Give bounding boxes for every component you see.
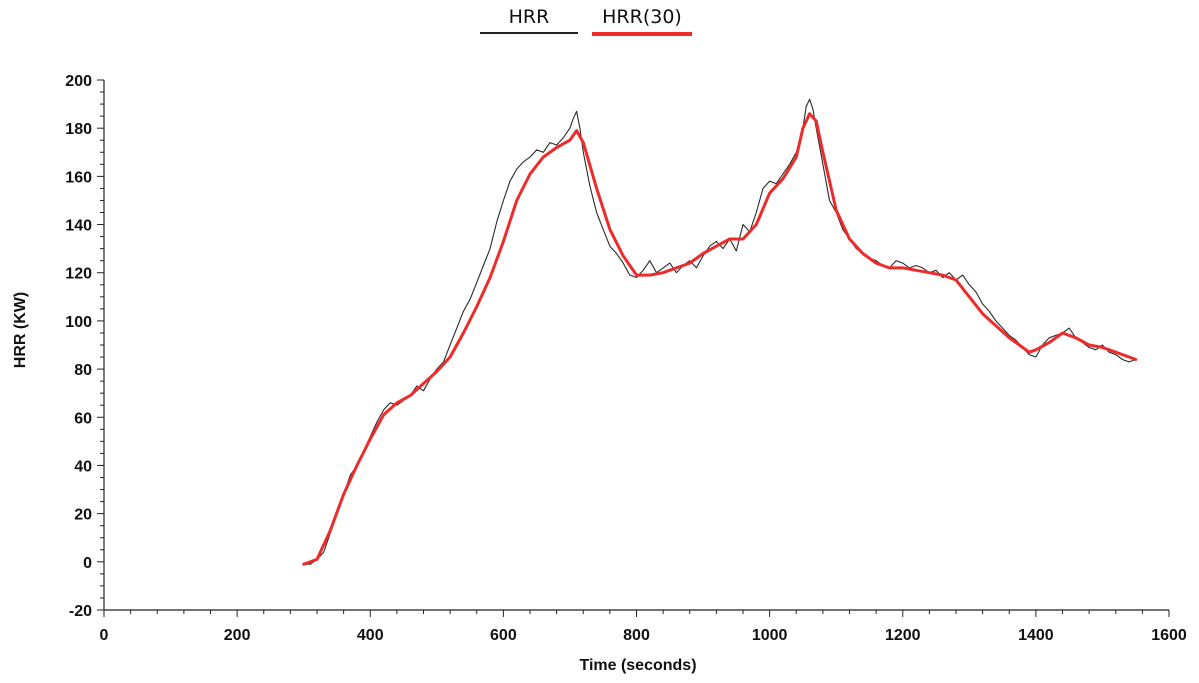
legend-label-hrr30: HRR(30) [602, 6, 682, 28]
y-tick-label: 80 [74, 362, 92, 379]
legend-item-hrr30: HRR(30) [592, 6, 692, 36]
x-axis-title: Time (seconds) [579, 657, 696, 674]
x-tick-label: 1400 [1018, 627, 1054, 644]
x-tick-label: 800 [623, 627, 650, 644]
x-tick-label: 1000 [752, 627, 788, 644]
y-tick-label: 160 [65, 169, 92, 186]
y-tick-label: 60 [74, 410, 92, 427]
y-tick-label: 0 [83, 555, 92, 572]
y-tick-label: 40 [74, 458, 92, 475]
x-tick-label: 0 [100, 627, 109, 644]
y-tick-label: 120 [65, 266, 92, 283]
x-tick-label: 600 [490, 627, 517, 644]
y-tick-label: 140 [65, 218, 92, 235]
y-tick-label: 20 [74, 507, 92, 524]
y-tick-label: 200 [65, 73, 92, 90]
y-tick-label: 180 [65, 121, 92, 138]
labels: Time (seconds) HRR (KW) [12, 292, 697, 674]
y-tick-label: -20 [69, 603, 92, 620]
legend: HRR HRR(30) [480, 6, 692, 36]
x-tick-label: 200 [224, 627, 251, 644]
y-axis-title: HRR (KW) [12, 292, 29, 368]
axes: -20 0 20 40 60 80 100 120 140 160 180 200 0 200 400 600… [65, 73, 1187, 644]
series-line-hrr [303, 98, 1137, 565]
legend-swatch-hrr [480, 32, 578, 34]
y-tick-label: 100 [65, 314, 92, 331]
x-tick-label: 1200 [885, 627, 921, 644]
series-layer [302, 98, 1138, 566]
legend-label-hrr: HRR [508, 6, 550, 28]
x-tick-label: 400 [357, 627, 384, 644]
series-line-hrr30 [302, 112, 1138, 566]
legend-item-hrr: HRR [480, 6, 578, 34]
x-tick-label: 1600 [1151, 627, 1187, 644]
legend-swatch-hrr30 [592, 32, 692, 36]
